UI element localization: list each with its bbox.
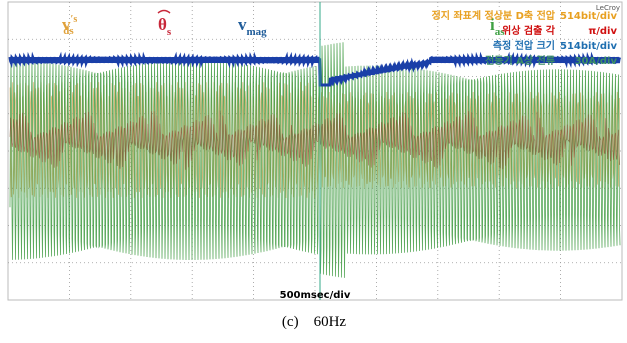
symbol-sub: ds (63, 25, 74, 37)
caption: (c) 60Hz (282, 314, 346, 330)
legend-scale: 30A/div (575, 56, 618, 67)
legend-name: 정지 좌표계 정상분 D축 전압 (432, 9, 556, 22)
symbol-sub: mag (247, 26, 268, 38)
legend-name: 측정 전압 크기 (493, 39, 555, 52)
brand: LeCroy (596, 4, 620, 12)
symbol-main: θ (158, 15, 167, 34)
legend-scale: π/div (588, 26, 617, 37)
symbol-sub: s (167, 26, 172, 38)
symbol-sup: ′s (71, 14, 78, 25)
legend-scale: 514bit/div (560, 11, 617, 22)
timebase: 500msec/div (280, 290, 351, 301)
figure: v′sdsθsvmagias정지 좌표계 정상분 D축 전압514bit/div… (0, 0, 627, 343)
legend-scale: 514bit/div (560, 41, 617, 52)
legend-name: 전동기 A상 전류 (485, 54, 555, 67)
scope-screen: v′sdsθsvmagias정지 좌표계 정상분 D축 전압514bit/div… (0, 0, 627, 343)
legend-name: 위상 검출 각 (502, 24, 556, 37)
